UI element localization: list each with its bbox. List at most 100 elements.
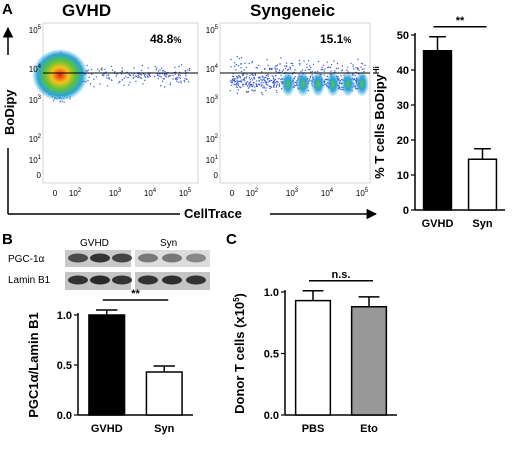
gvhd-event-dot [185,78,188,80]
gvhd-event-dot [110,65,113,68]
syn-event-dot [275,65,278,67]
syn-event-dot [233,78,236,80]
gvhd-event-dot [63,101,65,103]
syn-event-dot [276,91,278,94]
gvhd-event-dot [159,85,162,87]
syn-event-dot [337,67,339,69]
western-band [162,275,182,285]
syn-event-dot [317,60,320,63]
syn-event-dot [269,87,271,90]
gvhd-event-dot [140,77,143,79]
syn-event-dot [277,81,279,83]
syn-event-dot [237,65,240,67]
celltrace-axis-label: CellTrace [184,206,242,221]
gvhd-event-dot [86,64,88,67]
gvhd-event-dot [128,73,130,76]
bodipy-axis-label: BoDipy [2,89,17,135]
flow-y-tick-label: 104 [29,64,42,74]
syn-event-dot [289,68,292,70]
syn-event-dot [301,69,304,71]
syn-event-dot [278,78,280,80]
y-tick-label: 1.0 [264,287,279,299]
y-tick-label: 0.0 [57,410,72,422]
western-band [112,275,132,285]
gvhd-event-dot [184,70,186,72]
syn-event-dot [268,77,270,80]
syn-event-dot [327,66,329,69]
syn-event-dot [326,61,328,63]
syn-event-dot [261,75,263,78]
syn-event-dot [275,70,277,72]
gvhd-event-dot [120,73,123,75]
gvhd-event-dot [137,74,139,77]
syn-event-dot [230,80,232,83]
flow-y-tick-label: 103 [206,95,219,105]
y-tick-label: 1.0 [57,310,72,322]
syn-event-dot [272,82,274,84]
syn-event-dot [262,82,264,84]
syn-event-dot [334,70,336,72]
syn-event-dot [290,62,292,65]
syn-event-dot [254,73,257,76]
gvhd-event-dot [87,69,89,71]
syn-event-dot [252,74,254,77]
syn-event-dot [354,75,356,77]
gvhd-event-dot [114,71,116,73]
syn-event-dot [230,58,232,61]
syn-event-dot [234,80,236,83]
syn-event-dot [247,87,250,89]
syn-event-dot [238,74,240,77]
syn-event-dot [335,67,338,70]
bar-chart-a: 0 10 20 30 40 50 % T cells BoDipyHi GVHD Syn ** [372,15,505,230]
syn-event-dot [268,80,270,83]
syn-event-dot [292,64,294,67]
gvhd-event-dot [147,67,149,69]
gvhd-event-dot [169,84,171,86]
syn-event-dot [260,85,262,87]
gvhd-event-dot [184,78,186,80]
bar-pbs [294,299,332,416]
syn-event-dot [281,70,284,72]
bar-syn [467,158,498,211]
syn-event-dot [352,64,354,66]
syn-event-dot [255,66,257,69]
syn-event-dot [275,89,278,92]
flow-y-tick-exp: 5 [215,25,219,31]
syn-division-peak [355,71,369,97]
syn-event-dot [364,64,366,67]
bar-chart-c: 0.0 0.5 1.0 Donor T cells (x105) PBS Eto n.s. [232,269,397,435]
syn-event-dot [248,82,250,84]
syn-event-dot [274,78,276,81]
flow-y-tick-label: 105 [206,25,219,35]
syn-division-peak [296,71,310,97]
syn-event-dot [361,68,363,71]
syn-event-dot [244,83,246,85]
syn-event-dot [270,79,273,82]
flow-y-tick-label: 103 [29,95,42,105]
gvhd-event-dot [140,74,142,76]
flow-y-tick-exp: 1 [215,155,219,161]
gvhd-event-dot [183,79,185,82]
y-axis-label-sup: Hi [372,66,381,74]
syn-event-dot [275,75,277,77]
gvhd-event-dot [164,86,166,88]
gvhd-event-dot [148,74,151,77]
gvhd-event-dot [169,82,172,84]
syn-event-dot [350,62,352,65]
syn-event-dot [272,77,275,80]
gvhd-event-dot [159,75,161,77]
gvhd-event-dot [155,69,157,71]
syn-event-dot [254,89,256,91]
syn-event-dot [262,78,264,81]
gvhd-event-dot [141,64,143,67]
y-tick-label: 20 [397,135,409,147]
syn-event-dot [279,63,281,65]
syn-event-dot [311,74,313,76]
gvhd-event-dot [128,84,130,86]
syn-event-dot [265,87,267,89]
syn-event-dot [245,76,248,78]
flow-x-tick-exp: 2 [255,188,259,194]
syn-event-dot [233,83,235,86]
gvhd-event-dot [138,73,140,75]
